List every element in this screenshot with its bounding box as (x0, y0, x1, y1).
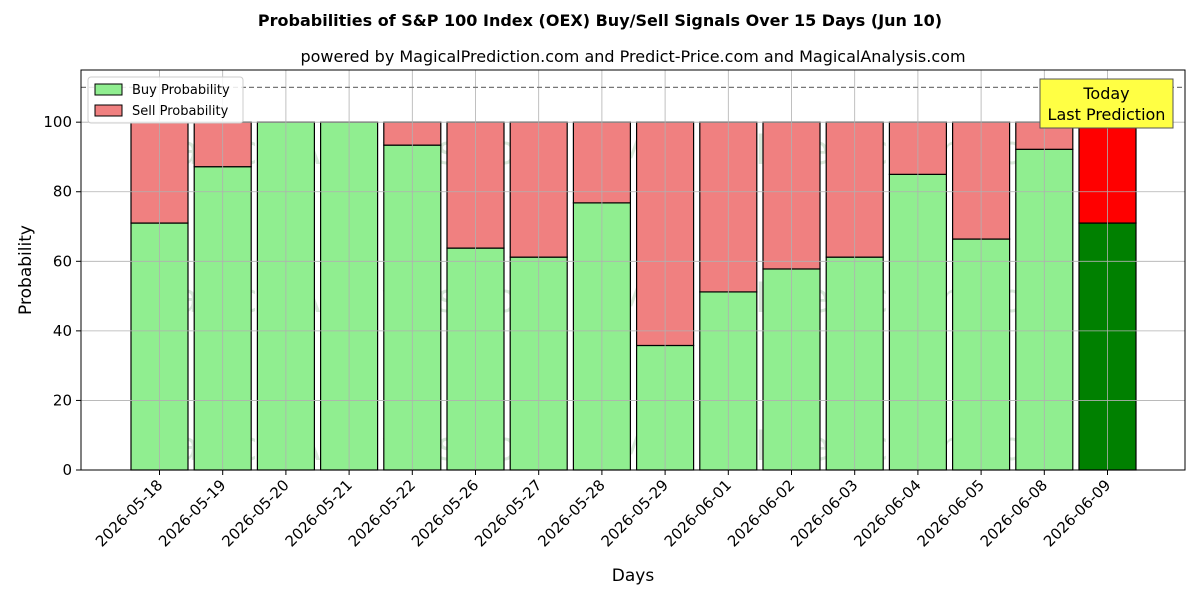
x-tick-label: 2026-06-04 (850, 476, 924, 550)
y-tick-label: 100 (43, 113, 72, 131)
annotation-text: Today (1082, 84, 1129, 103)
chart-title: Probabilities of S&P 100 Index (OEX) Buy… (258, 11, 942, 30)
annotation-box (1039, 78, 1174, 129)
x-tick-label: 2026-06-01 (661, 476, 735, 550)
legend-label: Buy Probability (132, 83, 230, 98)
x-tick-label: 2026-05-29 (598, 476, 672, 550)
x-axis-label: Days (612, 566, 655, 586)
y-axis-label: Probability (16, 225, 36, 315)
x-tick-label: 2026-05-18 (92, 476, 166, 550)
x-tick-label: 2026-06-03 (787, 476, 861, 550)
legend-swatch (94, 83, 123, 96)
y-tick-label: 80 (53, 183, 72, 201)
y-tick-label: 40 (53, 322, 72, 340)
y-tick-label: 60 (53, 252, 72, 270)
legend: Buy Probability Sell Probability (87, 76, 244, 124)
today-annotation: Today Last Prediction (1039, 78, 1174, 129)
x-tick-label: 2026-05-26 (408, 476, 482, 550)
x-tick-label: 2026-05-20 (218, 476, 292, 550)
x-tick-label: 2026-06-08 (977, 476, 1051, 550)
legend-label: Sell Probability (132, 104, 229, 119)
y-tick-label: 20 (53, 391, 72, 409)
y-tick-label: 0 (62, 461, 72, 479)
x-tick-label: 2026-06-05 (914, 476, 988, 550)
chart-subtitle: powered by MagicalPrediction.com and Pre… (300, 47, 965, 66)
x-tick-label: 2026-05-19 (155, 476, 229, 550)
x-tick-label: 2026-05-21 (282, 476, 356, 550)
x-tick-label: 2026-06-02 (724, 476, 798, 550)
annotation-text: Last Prediction (1048, 105, 1166, 124)
plot-area: MagicalAnalysis.comMagicalPrediction.com… (43, 69, 1186, 550)
plot-frame (80, 69, 1186, 471)
legend-box (87, 76, 244, 124)
x-tick-label: 2026-06-09 (1040, 476, 1114, 550)
x-tick-label: 2026-05-22 (345, 476, 419, 550)
legend-swatch (94, 104, 123, 117)
x-tick-label: 2026-05-28 (534, 476, 608, 550)
x-tick-label: 2026-05-27 (471, 476, 545, 550)
